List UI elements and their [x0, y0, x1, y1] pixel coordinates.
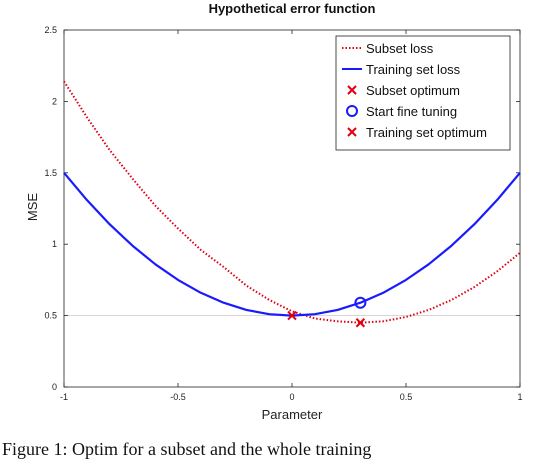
- marker-stroke: [355, 318, 366, 328]
- x-tick-label: -1: [60, 392, 68, 402]
- figure-caption: Figure 1: Optim for a subset and the who…: [2, 439, 372, 459]
- legend-box: [335, 35, 511, 151]
- legend-entry: Start fine tuning: [346, 104, 457, 119]
- legend-entry: Training set optimum: [347, 125, 487, 140]
- subset-optimum-marker: [355, 318, 366, 328]
- legend-entry: Subset optimum: [347, 83, 460, 98]
- y-tick-label: 1.5: [44, 168, 57, 178]
- legend-label: Subset optimum: [366, 83, 460, 98]
- legend-label: Subset loss: [366, 41, 434, 56]
- legend: Subset loss Training set loss Subset optim…: [335, 35, 511, 151]
- marker-stroke: [347, 85, 357, 95]
- legend-label: Start fine tuning: [366, 104, 457, 119]
- x-tick-label: 0: [289, 392, 294, 402]
- start-fine-tuning-marker: [354, 296, 367, 309]
- y-tick-label: 1: [52, 239, 57, 249]
- y-tick-label: 2: [52, 96, 57, 106]
- y-tick-label: 0.5: [44, 311, 57, 321]
- training-set-optimum-marker: [287, 310, 297, 321]
- marker-stroke: [347, 127, 357, 137]
- y-tick-label: 0: [52, 382, 57, 392]
- x-axis-label: Parameter: [262, 407, 323, 422]
- legend-swatch: [347, 85, 357, 95]
- training-set-loss-line: [63, 172, 521, 317]
- x-tick-label: 1: [517, 392, 522, 402]
- y-axis-label: MSE: [25, 193, 40, 222]
- legend-swatch: [346, 105, 358, 117]
- legend-swatch: [347, 127, 357, 137]
- y-tick-label: 2.5: [44, 25, 57, 35]
- subset-loss-line: [63, 80, 521, 324]
- x-tick-label: -0.5: [170, 392, 186, 402]
- marker-stroke: [287, 310, 297, 321]
- plot-area: -1 -0.5 0 0.5 1 0 0.5 1 1.5 2 2.5: [44, 25, 522, 402]
- chart-title: Hypothetical error function: [209, 1, 376, 16]
- legend-entry: Training set loss: [342, 62, 461, 77]
- legend-entry: Subset loss: [342, 41, 434, 56]
- legend-label: Training set optimum: [366, 125, 487, 140]
- legend-label: Training set loss: [366, 62, 461, 77]
- x-tick-label: 0.5: [400, 392, 413, 402]
